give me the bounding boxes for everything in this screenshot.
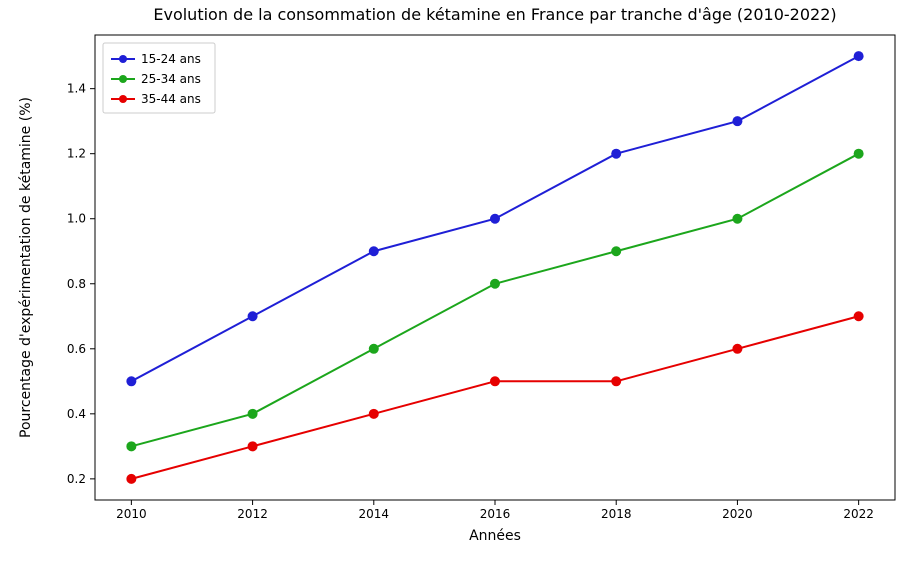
series-marker-2 xyxy=(126,474,136,484)
series-marker-0 xyxy=(369,246,379,256)
x-tick-label: 2018 xyxy=(601,507,632,521)
series-marker-0 xyxy=(490,214,500,224)
x-tick-label: 2016 xyxy=(480,507,511,521)
series-marker-1 xyxy=(611,246,621,256)
y-tick-label: 0.8 xyxy=(67,277,86,291)
series-marker-2 xyxy=(369,409,379,419)
series-marker-2 xyxy=(854,311,864,321)
x-tick-label: 2010 xyxy=(116,507,147,521)
series-marker-2 xyxy=(732,344,742,354)
series-marker-1 xyxy=(126,441,136,451)
legend-label-0: 15-24 ans xyxy=(141,52,201,66)
series-marker-1 xyxy=(490,279,500,289)
series-marker-1 xyxy=(732,214,742,224)
legend-label-1: 25-34 ans xyxy=(141,72,201,86)
series-marker-1 xyxy=(854,149,864,159)
y-tick-label: 1.2 xyxy=(67,147,86,161)
series-marker-0 xyxy=(611,149,621,159)
series-marker-0 xyxy=(732,116,742,126)
y-tick-label: 1.0 xyxy=(67,212,86,226)
legend-marker-0 xyxy=(119,55,127,63)
legend-marker-1 xyxy=(119,75,127,83)
series-marker-0 xyxy=(854,51,864,61)
series-marker-2 xyxy=(490,376,500,386)
legend-marker-2 xyxy=(119,95,127,103)
y-tick-label: 0.6 xyxy=(67,342,86,356)
series-marker-2 xyxy=(248,441,258,451)
y-axis-label: Pourcentage d'expérimentation de kétamin… xyxy=(18,97,34,438)
y-tick-label: 0.4 xyxy=(67,407,86,421)
chart-title: Evolution de la consommation de kétamine… xyxy=(153,5,836,24)
line-chart: 2010 2012 2014 2016 2018 2020 2022 0.2 0.4 0.6 0.8… xyxy=(0,0,919,567)
series-marker-2 xyxy=(611,376,621,386)
x-tick-label: 2022 xyxy=(843,507,874,521)
y-tick-label: 0.2 xyxy=(67,472,86,486)
y-tick-label: 1.4 xyxy=(67,82,86,96)
chart-container: 2010 2012 2014 2016 2018 2020 2022 0.2 0.4 0.6 0.8… xyxy=(0,0,919,567)
x-tick-label: 2012 xyxy=(237,507,268,521)
x-tick-label: 2014 xyxy=(359,507,390,521)
series-marker-0 xyxy=(126,376,136,386)
legend-label-2: 35-44 ans xyxy=(141,92,201,106)
series-marker-1 xyxy=(369,344,379,354)
series-marker-0 xyxy=(248,311,258,321)
series-marker-1 xyxy=(248,409,258,419)
x-axis-label: Années xyxy=(469,528,521,544)
x-tick-label: 2020 xyxy=(722,507,753,521)
